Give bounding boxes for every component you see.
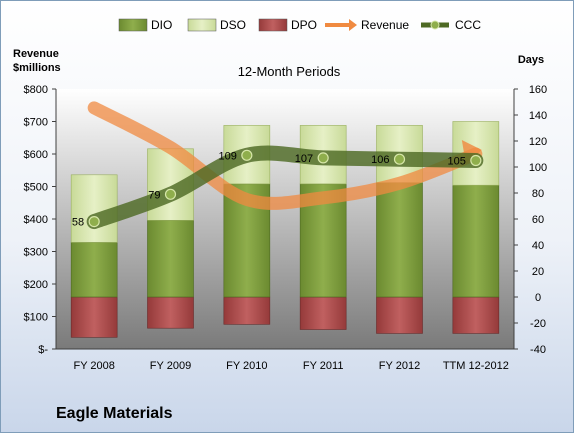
left-tick-label: $300 [24, 247, 48, 259]
category-label: FY 2010 [226, 360, 267, 372]
right-tick-label: 60 [532, 214, 544, 226]
category-label: FY 2011 [303, 360, 344, 372]
ccc-data-label: 58 [72, 217, 84, 229]
left-tick-label: $200 [24, 279, 48, 291]
legend-arrow-icon [349, 19, 357, 31]
right-tick-label: 120 [529, 136, 547, 148]
right-tick-label: 20 [532, 266, 544, 278]
ccc-point [470, 154, 482, 167]
legend-label: Revenue [361, 18, 409, 32]
lines-group: 58 79 109 107 106 105 [72, 101, 484, 230]
bar-dpo [147, 296, 194, 329]
legend: DIO DSO DPO Revenue CCC [118, 18, 481, 32]
left-tick-label: $400 [24, 214, 48, 226]
left-tick-label: $- [38, 344, 48, 356]
ccc-point [241, 149, 253, 161]
bar-dpo [376, 296, 423, 334]
right-tick-label: 80 [532, 188, 544, 200]
bar-dio [147, 220, 194, 298]
ccc-data-label: 109 [218, 150, 236, 162]
left-tick-label: $600 [24, 149, 48, 161]
left-tick-label: $700 [24, 117, 48, 129]
revenue-line [87, 101, 483, 210]
axes-group: $- $100 $200 $300 $400 $500 $600 $700 $800 -40 -20… [24, 84, 548, 372]
ccc-point [393, 153, 406, 165]
right-axis-label: Days [518, 54, 544, 66]
legend-swatch-dpo [258, 18, 288, 32]
bar-dio [376, 182, 423, 298]
legend-label: DPO [291, 18, 317, 32]
bar-dpo [70, 296, 118, 338]
bar-dpo [223, 296, 271, 325]
right-tick-label: 0 [535, 292, 541, 304]
bar-dio [452, 184, 500, 298]
legend-label: DSO [220, 18, 246, 32]
ccc-point [317, 152, 329, 164]
legend-marker-ccc [430, 20, 440, 30]
ccc-point [88, 216, 100, 228]
bars-group [70, 121, 500, 338]
right-tick-label: -40 [530, 344, 546, 356]
ccc-data-label: 79 [148, 189, 160, 201]
chart-title: 12-Month Periods [238, 64, 341, 79]
category-label: FY 2008 [73, 360, 114, 372]
company-name: Eagle Materials [56, 405, 173, 422]
right-tick-label: 100 [529, 162, 547, 174]
ccc-point [164, 188, 177, 200]
left-axis-label-line2: $millions [13, 62, 61, 74]
category-label: FY 2009 [150, 360, 191, 372]
left-tick-label: $500 [24, 182, 48, 194]
left-tick-label: $800 [24, 84, 48, 96]
legend-label: DIO [151, 18, 172, 32]
ccc-data-label: 106 [371, 154, 389, 166]
right-tick-label: 40 [532, 240, 544, 252]
category-label: TTM 12-2012 [443, 360, 509, 372]
ccc-data-label: 105 [447, 156, 465, 168]
legend-label: CCC [455, 18, 481, 32]
ccc-data-label: 107 [295, 153, 313, 165]
bar-dio [70, 242, 118, 298]
right-tick-label: -20 [530, 318, 546, 330]
left-axis-label-line1: Revenue [13, 48, 59, 60]
right-tick-label: 160 [529, 84, 547, 96]
category-label: FY 2012 [379, 360, 420, 372]
right-tick-label: 140 [529, 110, 547, 122]
bar-dpo [452, 296, 500, 334]
legend-swatch-dso [187, 18, 217, 32]
legend-swatch-dio [118, 18, 148, 32]
left-tick-label: $100 [24, 312, 48, 324]
bar-dpo [299, 296, 347, 330]
